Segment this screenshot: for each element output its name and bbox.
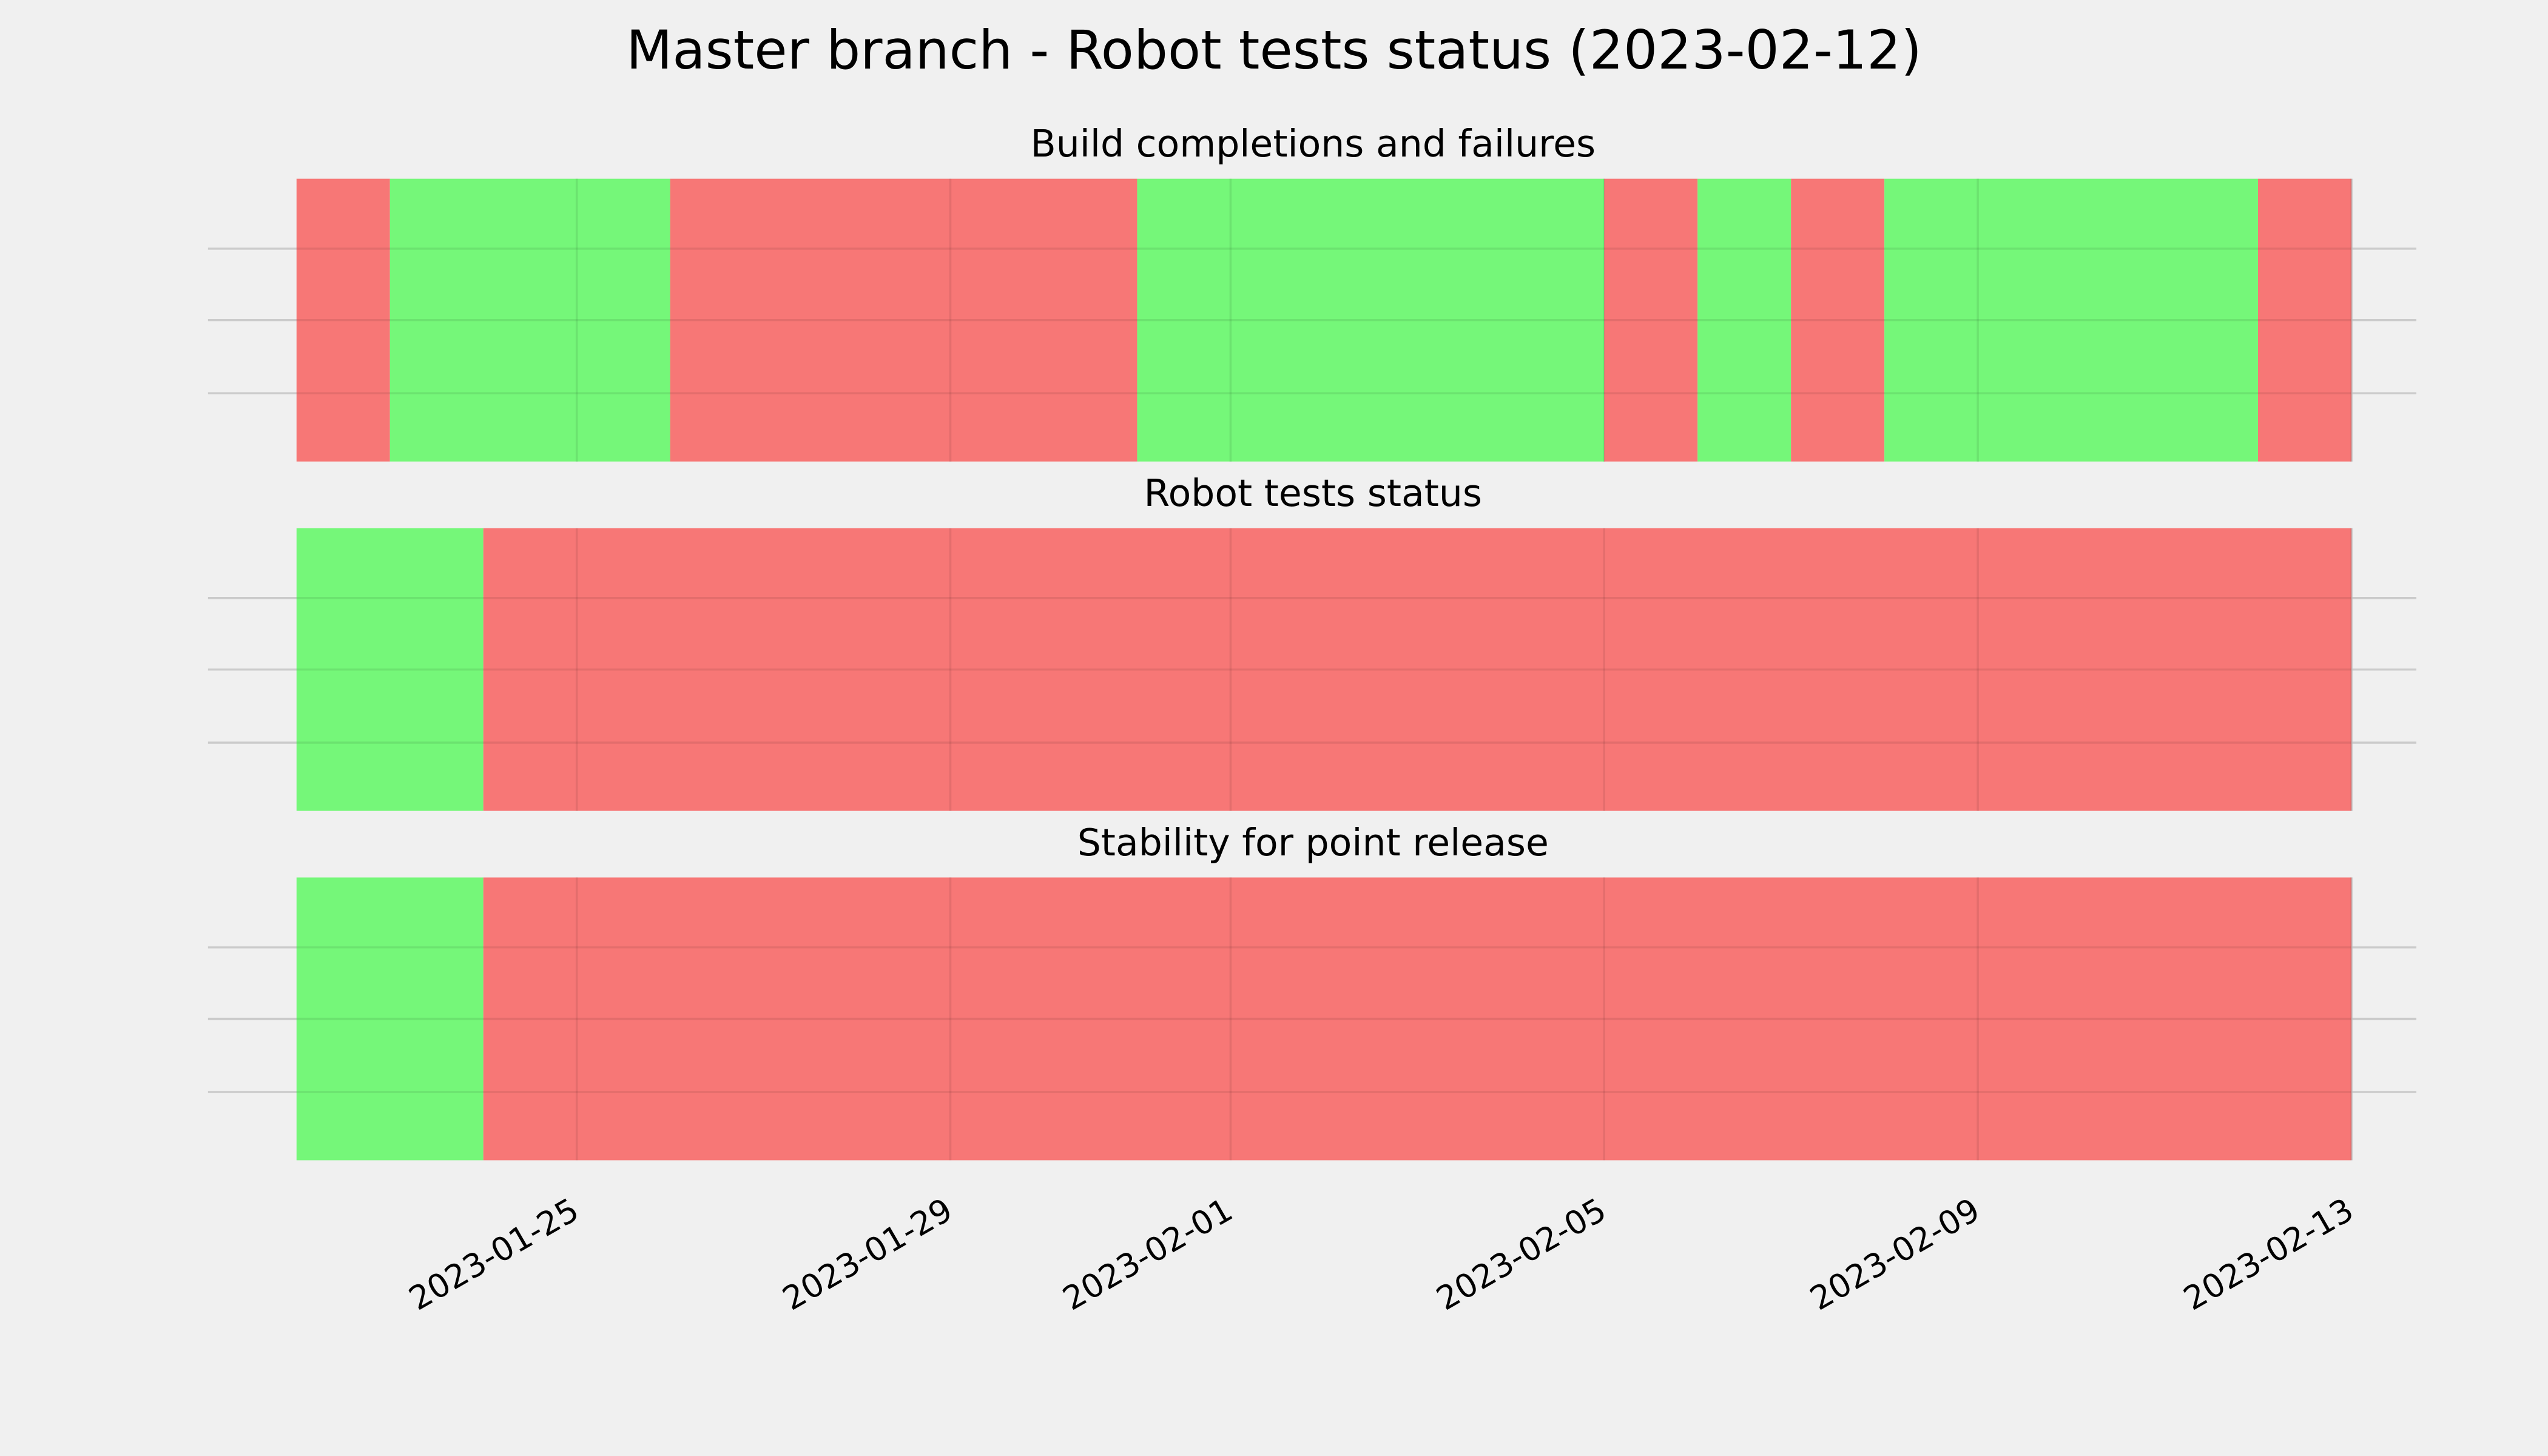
chart-title: Master branch - Robot tests status (2023…: [626, 19, 1922, 81]
status-segment: [1884, 178, 2258, 462]
x-tick-label: 2023-01-25: [402, 1190, 585, 1318]
x-tick-label: 2023-02-13: [2177, 1190, 2360, 1318]
status-segment: [296, 528, 484, 811]
status-segment: [1697, 178, 1791, 462]
status-segment: [1791, 178, 1885, 462]
status-segment: [2257, 178, 2351, 462]
x-tick-label: 2023-02-01: [1056, 1190, 1239, 1318]
x-tick-label: 2023-02-05: [1430, 1190, 1613, 1318]
status-segment: [670, 178, 1138, 462]
x-tick-label: 2023-01-29: [776, 1190, 959, 1318]
status-segment: [1604, 178, 1698, 462]
status-segment: [296, 877, 484, 1161]
panel-title: Build completions and failures: [1030, 122, 1596, 166]
status-segment: [483, 528, 2351, 811]
panel-title: Stability for point release: [1077, 821, 1549, 864]
status-segment: [483, 877, 2351, 1161]
status-segment: [1137, 178, 1605, 462]
panel-title: Robot tests status: [1144, 471, 1482, 515]
status-segment: [296, 178, 390, 462]
x-tick-label: 2023-02-09: [1804, 1190, 1986, 1318]
status-segment: [389, 178, 670, 462]
